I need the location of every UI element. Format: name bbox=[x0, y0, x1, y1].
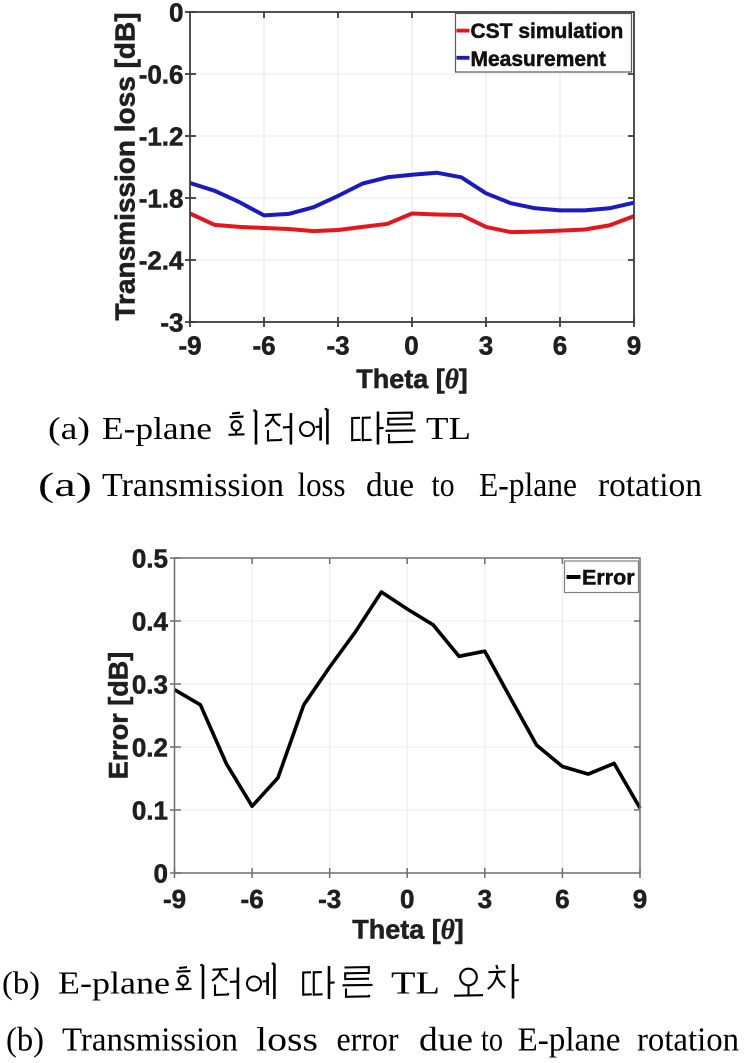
svg-text:loss: loss bbox=[298, 467, 346, 504]
svg-text:0.1: 0.1 bbox=[132, 795, 168, 825]
svg-text:Measurement: Measurement bbox=[471, 48, 606, 71]
svg-text:-3: -3 bbox=[160, 307, 183, 337]
svg-text:-1.8: -1.8 bbox=[139, 183, 184, 213]
svg-text:9: 9 bbox=[627, 331, 641, 361]
svg-text:-0.6: -0.6 bbox=[139, 59, 184, 89]
svg-text:(b): (b) bbox=[2, 966, 40, 1001]
svg-text:-1.2: -1.2 bbox=[139, 121, 184, 151]
svg-text:-6: -6 bbox=[241, 884, 264, 914]
svg-text:-3: -3 bbox=[318, 884, 341, 914]
svg-text:CST simulation: CST simulation bbox=[471, 20, 624, 43]
svg-text:due: due bbox=[419, 1022, 473, 1059]
svg-text:error: error bbox=[337, 1022, 400, 1059]
svg-text:9: 9 bbox=[633, 884, 647, 914]
svg-text:-9: -9 bbox=[163, 884, 186, 914]
svg-text:(a): (a) bbox=[48, 411, 90, 446]
svg-text:0: 0 bbox=[154, 858, 168, 888]
svg-text:due: due bbox=[366, 467, 414, 504]
svg-text:0.3: 0.3 bbox=[132, 669, 168, 699]
svg-text:3: 3 bbox=[479, 331, 493, 361]
svg-text:0.2: 0.2 bbox=[132, 732, 168, 762]
svg-text:E-plane: E-plane bbox=[102, 411, 212, 446]
svg-text:Error [dB]: Error [dB] bbox=[104, 652, 134, 780]
svg-text:-2.4: -2.4 bbox=[139, 245, 184, 275]
svg-text:loss: loss bbox=[256, 1022, 318, 1059]
svg-text:(b): (b) bbox=[6, 1022, 44, 1059]
svg-text:Theta [θ]: Theta [θ] bbox=[352, 915, 464, 945]
svg-text:3: 3 bbox=[478, 884, 492, 914]
svg-text:rotation: rotation bbox=[637, 1022, 739, 1059]
svg-text:Transmission loss [dB]: Transmission loss [dB] bbox=[110, 12, 141, 320]
svg-text:6: 6 bbox=[555, 884, 569, 914]
svg-text:6: 6 bbox=[553, 331, 567, 361]
svg-text:0: 0 bbox=[400, 884, 414, 914]
svg-text:TL: TL bbox=[426, 411, 471, 446]
svg-text:rotation: rotation bbox=[598, 467, 702, 504]
svg-text:to: to bbox=[432, 467, 455, 504]
svg-text:(a): (a) bbox=[38, 467, 92, 504]
svg-text:E-plane: E-plane bbox=[58, 966, 170, 1001]
svg-text:Transmission: Transmission bbox=[62, 1022, 238, 1059]
svg-text:-3: -3 bbox=[326, 331, 349, 361]
svg-text:E-plane: E-plane bbox=[518, 1022, 621, 1059]
svg-text:0.5: 0.5 bbox=[132, 543, 168, 573]
svg-text:Theta [θ]: Theta [θ] bbox=[356, 364, 468, 394]
svg-text:TL: TL bbox=[391, 966, 440, 1001]
svg-text:Error: Error bbox=[582, 566, 635, 590]
svg-text:-9: -9 bbox=[178, 331, 201, 361]
svg-text:0.4: 0.4 bbox=[132, 606, 169, 636]
svg-text:Transmission: Transmission bbox=[102, 467, 284, 504]
svg-text:-6: -6 bbox=[252, 331, 275, 361]
svg-text:E-plane: E-plane bbox=[479, 467, 577, 504]
svg-text:to: to bbox=[481, 1022, 503, 1059]
svg-text:0: 0 bbox=[169, 0, 183, 27]
svg-text:0: 0 bbox=[404, 331, 418, 361]
